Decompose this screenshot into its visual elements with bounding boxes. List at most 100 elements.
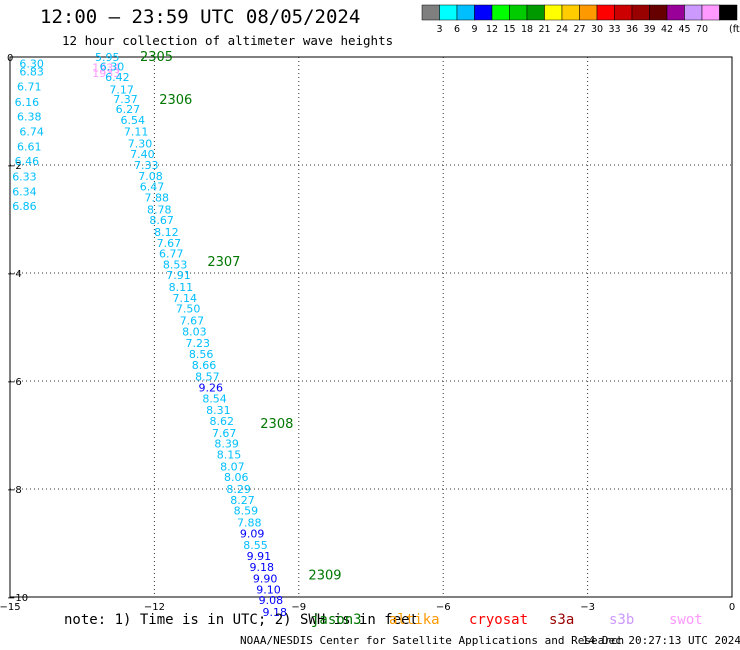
data-point: 6.61 — [17, 141, 42, 154]
legend-swatch — [509, 4, 528, 21]
y-tick-label: 0 — [7, 53, 13, 64]
data-point: 9.26 — [198, 381, 223, 394]
data-point: 8.54 — [202, 392, 227, 405]
data-point: 8.11 — [169, 281, 194, 294]
legend-swatch — [579, 4, 598, 21]
y-tick-label: −8 — [7, 485, 22, 496]
legend-tick-label: 70 — [696, 24, 708, 35]
data-point: 6.86 — [12, 200, 37, 213]
data-point: 8.53 — [163, 258, 188, 271]
legend-tick-label: 15 — [503, 24, 515, 35]
data-point: 8.06 — [224, 471, 249, 484]
satellite-legend-item: altika — [389, 612, 440, 628]
satellite-legend-item: s3b — [609, 612, 635, 628]
legend-swatch — [544, 4, 563, 21]
footer-credit: NOAA/NESDIS Center for Satellite Applica… — [240, 634, 625, 647]
footer-timestamp: 14 Dec 20:27:13 UTC 2024 — [582, 634, 740, 647]
data-point: 7.91 — [166, 269, 191, 282]
satellite-legend-item: cryosat — [469, 612, 529, 628]
legend-tick-label: 12 — [486, 24, 498, 35]
data-point: 6.34 — [12, 185, 37, 198]
legend-tick-label: 30 — [591, 24, 603, 35]
x-tick-label: −15 — [0, 602, 21, 613]
y-tick-label: −6 — [7, 377, 22, 388]
data-point: 5.95 — [95, 51, 120, 64]
time-label: 2306 — [159, 93, 192, 108]
legend-swatch — [701, 4, 720, 21]
data-point: 7.33 — [134, 159, 159, 172]
legend-swatch — [491, 4, 510, 21]
time-label: 2305 — [140, 50, 173, 65]
legend-swatch — [526, 4, 545, 21]
data-point: 8.31 — [206, 404, 231, 417]
data-point: 7.67 — [212, 427, 237, 440]
data-point: 8.27 — [230, 494, 255, 507]
data-point: 8.03 — [182, 325, 207, 338]
legend-tick-label: 42 — [661, 24, 673, 35]
x-tick-label: 0 — [729, 602, 735, 613]
legend-tick-label: 45 — [678, 24, 690, 35]
data-point: 8.62 — [210, 415, 235, 428]
data-point: 8.57 — [195, 371, 220, 384]
legend-swatch — [421, 4, 440, 21]
data-point: 8.15 — [217, 448, 242, 461]
data-point: 6.83 — [19, 66, 44, 79]
legend-swatch — [596, 4, 615, 21]
data-point: 7.11 — [124, 126, 149, 139]
legend-swatch — [631, 4, 650, 21]
data-point: 7.17 — [109, 83, 134, 96]
legend-swatch — [719, 4, 738, 21]
data-point: 7.14 — [172, 292, 197, 305]
data-point: 7.37 — [113, 93, 138, 106]
legend-swatch — [561, 4, 580, 21]
data-point: 9.08 — [259, 594, 284, 607]
legend-tick-label: 3 — [436, 24, 442, 35]
legend-tick-label: 27 — [573, 24, 585, 35]
data-point: 8.67 — [149, 214, 174, 227]
data-point: 6.33 — [12, 170, 37, 183]
data-point: 8.78 — [147, 203, 172, 216]
legend-tick-label: 24 — [556, 24, 568, 35]
data-point: 8.39 — [214, 438, 239, 451]
data-point: 8.66 — [192, 359, 217, 372]
footer-note: note: 1) Time is in UTC; 2) SWH is in fe… — [64, 612, 419, 628]
y-tick-label: −4 — [7, 269, 22, 280]
plot-frame — [9, 56, 733, 598]
data-point: 1934 — [92, 61, 120, 74]
data-point: 8.56 — [189, 348, 214, 361]
data-point: 8.07 — [220, 460, 245, 473]
data-point: 8.12 — [154, 226, 179, 239]
data-point: 7.08 — [138, 170, 163, 183]
legend-tick-label: 21 — [538, 24, 550, 35]
data-point: 7.88 — [237, 516, 262, 529]
legend-swatch — [684, 4, 703, 21]
data-point: 7.23 — [185, 337, 210, 350]
data-point: 6.38 — [17, 110, 42, 123]
satellite-legend-item: swot — [669, 612, 703, 628]
legend-tick-label: 33 — [608, 24, 620, 35]
data-point: 6.77 — [159, 248, 184, 261]
legend-tick-label: 6 — [454, 24, 460, 35]
legend-tick-label: 39 — [643, 24, 655, 35]
x-tick-label: −3 — [580, 602, 595, 613]
data-point: 6.30 — [19, 57, 44, 70]
data-point: 1933 — [92, 67, 120, 80]
data-point: 7.40 — [130, 148, 155, 161]
legend-tick-label: 9 — [471, 24, 477, 35]
time-label: 2308 — [260, 417, 293, 432]
x-tick-label: −6 — [436, 602, 451, 613]
data-point: 6.30 — [100, 61, 125, 74]
data-point: 7.88 — [145, 191, 170, 204]
data-point: 9.18 — [262, 606, 287, 619]
data-point: 8.59 — [234, 505, 259, 518]
data-point: 6.71 — [17, 81, 42, 94]
legend-swatch — [666, 4, 685, 21]
data-point: 7.30 — [128, 137, 153, 150]
data-point: 7.50 — [176, 303, 201, 316]
legend-swatch — [614, 4, 633, 21]
data-point: 7.67 — [157, 237, 182, 250]
data-point: 6.16 — [15, 96, 40, 109]
x-tick-label: −12 — [144, 602, 165, 613]
